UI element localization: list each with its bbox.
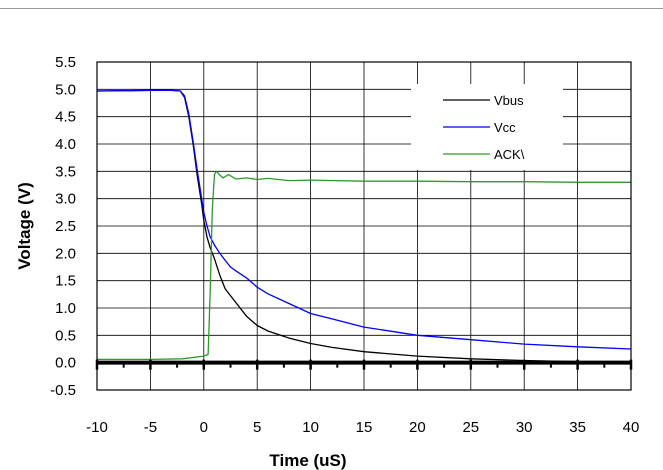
- x-axis-title: Time (uS): [269, 451, 346, 470]
- y-tick-label: 4.0: [55, 136, 76, 153]
- y-tick-label: 2.5: [55, 218, 76, 235]
- x-tick-label: 20: [409, 419, 426, 436]
- x-tick-label: -5: [144, 419, 157, 436]
- x-tick-label: 15: [356, 419, 373, 436]
- x-tick-label: -10: [86, 419, 108, 436]
- zero-axis: [95, 359, 633, 370]
- legend-label-0: Vbus: [494, 93, 524, 108]
- x-tick-label: 5: [253, 419, 261, 436]
- series-line-1: [96, 89, 632, 350]
- legend-label-1: Vcc: [494, 120, 516, 135]
- y-tick-label: 1.0: [55, 300, 76, 317]
- y-tick-label: -0.5: [50, 382, 76, 399]
- series-lines: [96, 89, 632, 363]
- x-tick-labels: -10 -5 0 5 10 15 20 25 30 35 40: [86, 419, 639, 436]
- series-line-2: [97, 170, 631, 361]
- x-tick-label: 40: [623, 419, 640, 436]
- y-tick-label: 3.5: [55, 163, 76, 180]
- x-tick-label: 0: [200, 419, 208, 436]
- legend: Vbus Vcc ACK\: [411, 84, 563, 170]
- x-tick-label: 35: [569, 419, 586, 436]
- plot-frame: [96, 61, 632, 391]
- x-tick-label: 25: [462, 419, 479, 436]
- y-tick-label: 3.0: [55, 191, 76, 208]
- top-divider-line: [0, 8, 663, 9]
- x-tick-label: 10: [302, 419, 319, 436]
- y-tick-label: 5.5: [55, 54, 76, 71]
- y-tick-labels: 5.5 5.0 4.5 4.0 3.5 3.0 2.5 2.0 1.5 1.0 0.5 0.0 -0.5: [50, 54, 76, 399]
- y-tick-label: 2.0: [55, 245, 76, 262]
- legend-label-2: ACK\: [494, 147, 525, 162]
- y-tick-label: 1.5: [55, 273, 76, 290]
- y-tick-label: 0.5: [55, 327, 76, 344]
- y-axis-title: Voltage (V): [15, 182, 34, 270]
- y-tick-label: 5.0: [55, 81, 76, 98]
- y-tick-label: 0.0: [55, 355, 76, 372]
- x-tick-label: 30: [516, 419, 533, 436]
- y-tick-label: 4.5: [55, 109, 76, 126]
